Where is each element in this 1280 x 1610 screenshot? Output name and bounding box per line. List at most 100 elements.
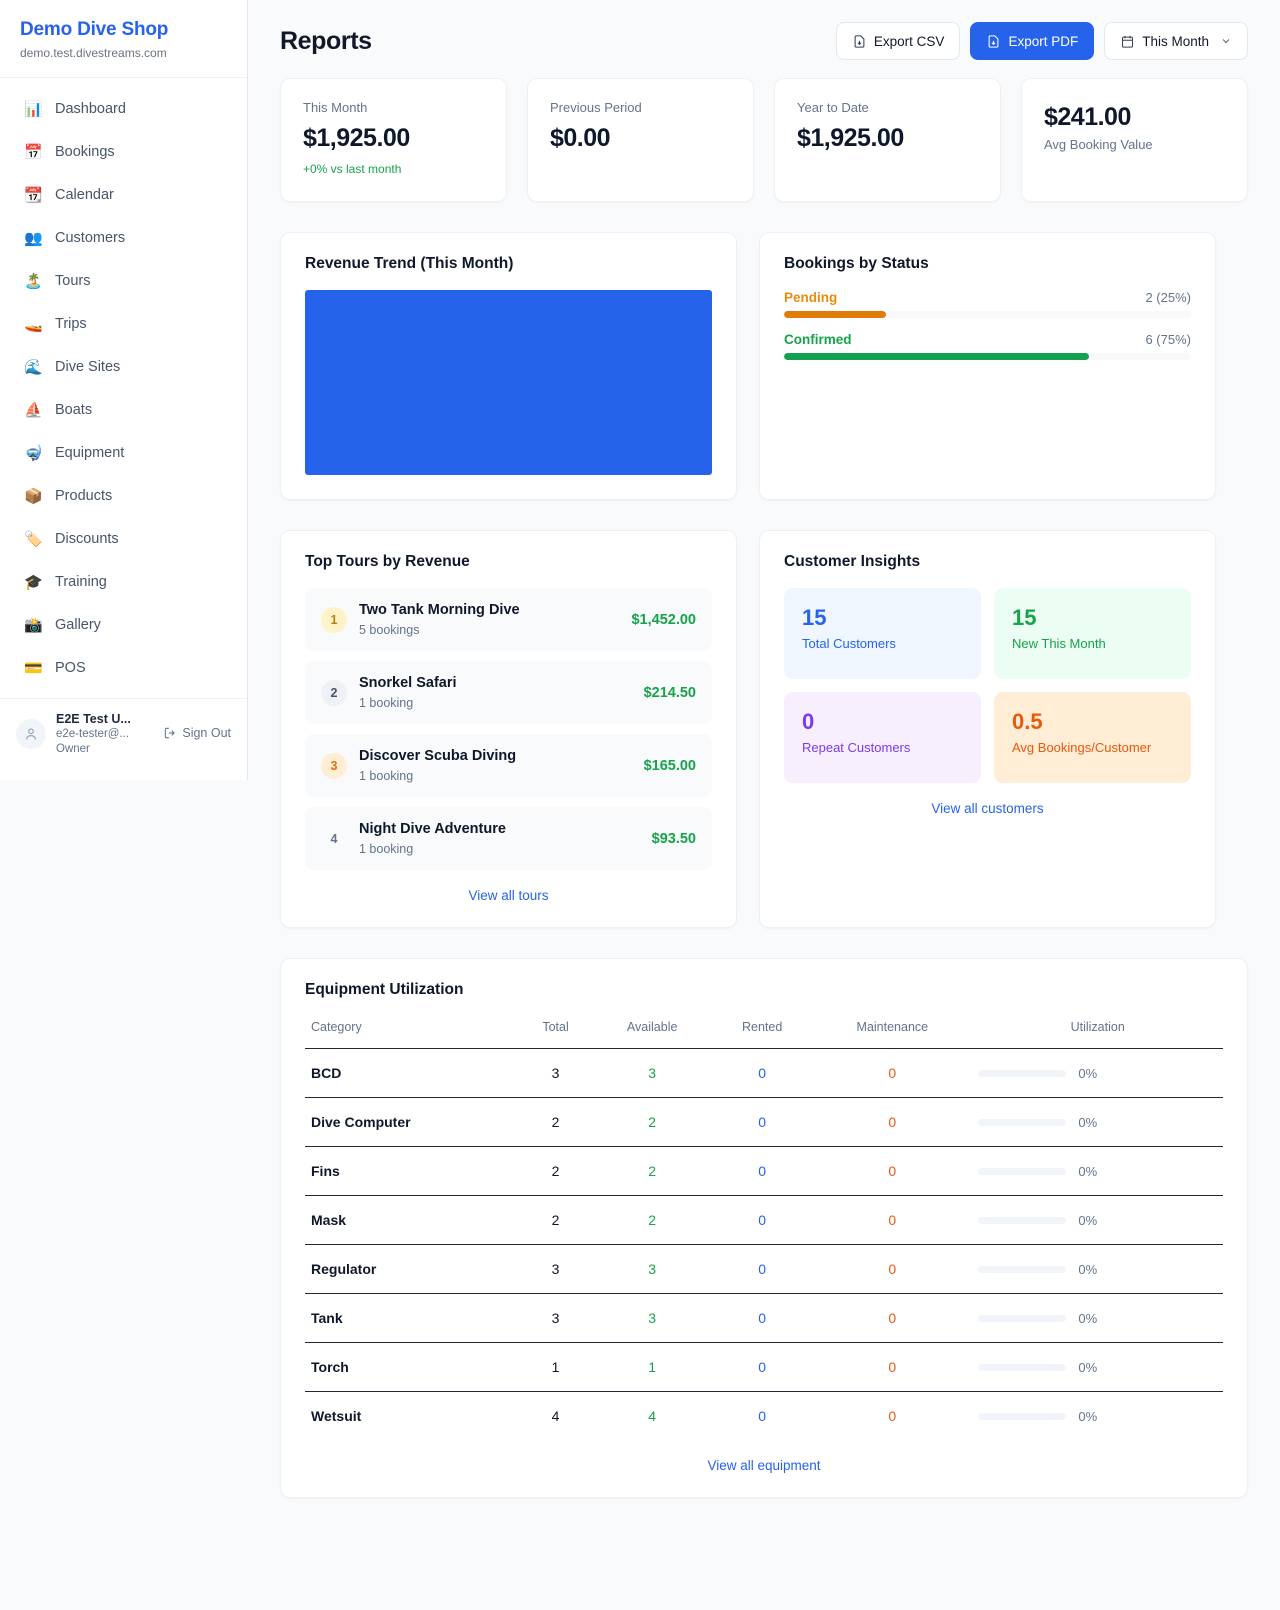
top-tours-panel: Top Tours by Revenue 1 Two Tank Morning D… (280, 530, 737, 928)
table-row: Regulator 3 3 0 0 0% (305, 1244, 1223, 1294)
stat-value: $1,925.00 (303, 124, 410, 152)
column-header: Category (311, 1020, 362, 1034)
header-actions: Export CSV Export PDF This Month (835, 22, 1248, 60)
cell-utilization: 0% (972, 1146, 1223, 1196)
date-range-select[interactable]: This Month (1104, 22, 1248, 60)
panels-row-2: Top Tours by Revenue 1 Two Tank Morning D… (280, 530, 1248, 928)
sidebar-item-boats[interactable]: ⛵ Boats (0, 389, 247, 432)
tour-revenue: $214.50 (643, 684, 696, 701)
sidebar-item-discounts[interactable]: 🏷️ Discounts (0, 518, 247, 561)
cell-available: 3 (592, 1048, 713, 1098)
tour-revenue: $165.00 (643, 757, 696, 774)
sidebar-item-customers[interactable]: 👥 Customers (0, 217, 247, 260)
sign-out-button[interactable]: Sign Out (163, 726, 231, 742)
tour-row[interactable]: 1 Two Tank Morning Dive 5 bookings $1,452.0… (305, 588, 712, 651)
camera-icon: 📸 (24, 617, 43, 634)
utilization-track (978, 1118, 1067, 1126)
sidebar-item-trips[interactable]: 🚤 Trips (0, 303, 247, 346)
cell-rented: 0 (712, 1048, 813, 1098)
utilization-percent: 0% (1078, 1163, 1098, 1179)
user-box: E2E Test U... e2e-tester@... Owner Sign … (0, 698, 247, 771)
sign-out-label: Sign Out (182, 726, 231, 740)
export-csv-label: Export CSV (873, 33, 945, 49)
sidebar-item-bookings[interactable]: 📅 Bookings (0, 131, 247, 174)
utilization-track (978, 1412, 1067, 1420)
cell-maintenance: 0 (812, 1146, 973, 1196)
package-icon: 📦 (24, 488, 43, 505)
revenue-trend-chart (305, 290, 712, 475)
cell-maintenance: 0 (812, 1097, 973, 1147)
sidebar-item-label: Discounts (55, 531, 119, 547)
tour-rank-badge: 1 (321, 606, 347, 633)
cell-utilization: 0% (972, 1244, 1223, 1294)
date-range-label: This Month (1142, 33, 1209, 49)
column-header: Available (626, 1020, 678, 1034)
logout-icon (165, 727, 176, 739)
sidebar-item-gallery[interactable]: 📸 Gallery (0, 604, 247, 647)
cell-category: Wetsuit (305, 1391, 519, 1440)
view-all-tours-link[interactable]: View all tours (468, 888, 549, 903)
cell-total: 4 (518, 1391, 593, 1440)
cell-utilization: 0% (972, 1048, 1223, 1098)
utilization-track (978, 1069, 1067, 1077)
panels-row-1: Revenue Trend (This Month) Bookings by S… (280, 232, 1248, 500)
sidebar-item-tours[interactable]: 🏝️ Tours (0, 260, 247, 303)
cell-category: Fins (305, 1146, 519, 1196)
insight-value: 0.5 (1012, 709, 1043, 734)
cell-available: 4 (592, 1391, 713, 1440)
export-pdf-button[interactable]: Export PDF (970, 22, 1095, 60)
cell-category: Regulator (305, 1244, 519, 1294)
cell-total: 1 (518, 1342, 593, 1392)
table-row: Dive Computer 2 2 0 0 0% (305, 1097, 1223, 1147)
calendar-icon: 📅 (24, 144, 43, 161)
sidebar-item-label: Bookings (55, 144, 115, 160)
cell-maintenance: 0 (812, 1048, 973, 1098)
status-row: Confirmed 6 (75%) (784, 332, 1191, 360)
tour-bookings-count: 1 booking (359, 769, 414, 783)
sidebar-item-calendar[interactable]: 📆 Calendar (0, 174, 247, 217)
sidebar-item-equipment[interactable]: 🤿 Equipment (0, 432, 247, 475)
tour-row[interactable]: 2 Snorkel Safari 1 booking $214.50 (305, 661, 712, 724)
sidebar: Demo Dive Shop demo.test.divestreams.com… (0, 0, 248, 780)
table-body: BCD 3 3 0 0 0% Dive Computer 2 2 0 0 0% Fins 2 2 0 0 0% Ma… (305, 1048, 1223, 1440)
utilization-percent: 0% (1078, 1065, 1098, 1081)
insight-cell: 15 Total Customers (784, 588, 981, 679)
brand-block[interactable]: Demo Dive Shop demo.test.divestreams.com (0, 0, 247, 78)
status-list: Pending 2 (25%) Confirmed 6 (75%) (784, 290, 1191, 360)
sidebar-item-label: Training (55, 574, 107, 590)
cell-total: 2 (518, 1146, 593, 1196)
customer-insights-panel: Customer Insights 15 Total Customers 15 New… (759, 530, 1216, 928)
column-header: Total (542, 1020, 569, 1034)
cell-total: 2 (518, 1195, 593, 1245)
sidebar-item-dive-sites[interactable]: 🌊 Dive Sites (0, 346, 247, 389)
tour-row[interactable]: 3 Discover Scuba Diving 1 booking $165.00 (305, 734, 712, 797)
export-csv-button[interactable]: Export CSV (835, 22, 961, 60)
sidebar-item-dashboard[interactable]: 📊 Dashboard (0, 88, 247, 131)
status-progress-fill (784, 353, 1090, 360)
sidebar-item-training[interactable]: 🎓 Training (0, 561, 247, 604)
tour-bookings-count: 5 bookings (359, 623, 420, 637)
cell-available: 2 (592, 1195, 713, 1245)
utilization-percent: 0% (1078, 1359, 1098, 1375)
utilization-percent: 0% (1078, 1408, 1098, 1424)
customer-insights-title: Customer Insights (784, 553, 921, 570)
cell-utilization: 0% (972, 1391, 1223, 1440)
sidebar-item-label: Calendar (55, 187, 114, 203)
tour-row[interactable]: 4 Night Dive Adventure 1 booking $93.50 (305, 807, 712, 870)
stat-label: This Month (303, 100, 368, 115)
sidebar-item-label: Dashboard (55, 101, 126, 117)
sidebar-item-pos[interactable]: 💳 POS (0, 647, 247, 690)
equipment-table: Category Total Available Rented Maintenance U… (305, 1016, 1223, 1440)
cell-utilization: 0% (972, 1097, 1223, 1147)
column-header: Rented (742, 1020, 783, 1034)
avg-booking-value: $241.00 (1044, 103, 1131, 131)
cell-available: 3 (592, 1293, 713, 1343)
tour-rank-badge: 2 (321, 679, 347, 706)
view-all-equipment-link[interactable]: View all equipment (707, 1458, 821, 1473)
tour-rank-badge: 4 (330, 831, 338, 846)
page-header: Reports Export CSV Export PDF This Month (280, 22, 1248, 60)
view-all-customers-link[interactable]: View all customers (931, 801, 1044, 816)
sidebar-item-products[interactable]: 📦 Products (0, 475, 247, 518)
cell-total: 3 (518, 1048, 593, 1098)
sidebar-nav: 📊 Dashboard 📅 Bookings 📆 Calendar 👥 Customers 🏝️… (0, 78, 247, 698)
